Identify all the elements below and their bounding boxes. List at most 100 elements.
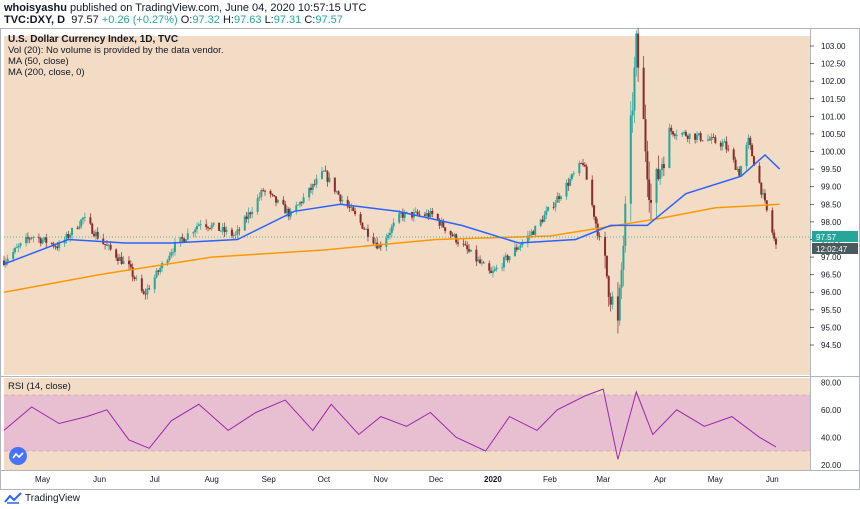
rsi-tick-label: 40.00 — [821, 433, 842, 442]
candle-body — [339, 194, 342, 202]
candle-body — [45, 237, 48, 243]
candle-body — [517, 247, 520, 250]
candle-body — [429, 210, 432, 218]
time-tick-label: Jun — [766, 475, 779, 484]
candle-body — [181, 237, 184, 239]
candle-body — [569, 179, 572, 186]
candle-body — [572, 173, 575, 175]
candle-body — [594, 216, 597, 224]
legend-ma50[interactable]: MA (50, close) — [8, 56, 69, 67]
candle-body — [650, 199, 653, 203]
legend-ma200[interactable]: MA (200, close, 0) — [8, 67, 85, 78]
candle-body — [504, 255, 507, 258]
candle-body — [56, 246, 59, 249]
candle-body — [668, 127, 671, 169]
candle-body — [83, 217, 86, 219]
candle-body — [479, 259, 482, 264]
candle-body — [159, 268, 162, 272]
rsi-tick-label: 80.00 — [821, 378, 842, 387]
candle-body — [377, 245, 380, 249]
time-axis[interactable]: May Jun Jul Aug Sep Oct Nov Dec 2020 Feb Mar Apr May… — [35, 475, 779, 484]
candle-body — [686, 135, 689, 139]
last-price-tag — [812, 231, 858, 243]
candle-body — [583, 164, 586, 167]
candle-body — [322, 170, 325, 172]
candle-body — [534, 225, 537, 235]
price-tick-label: 102.00 — [821, 77, 846, 86]
price-tick-label: 96.50 — [821, 271, 842, 280]
candle-body — [457, 242, 460, 244]
candle-body — [675, 134, 678, 136]
candle-body — [207, 227, 210, 229]
candle-body — [251, 211, 254, 215]
candle-body — [427, 213, 430, 218]
candle-body — [582, 163, 584, 165]
candle-body — [712, 137, 715, 138]
candle-body — [297, 204, 300, 206]
candle-body — [578, 162, 581, 174]
candle-body — [596, 223, 599, 236]
candle-body — [771, 210, 774, 233]
candle-body — [740, 166, 743, 176]
price-scale[interactable]: 103.00 102.50 102.00 101.50 101.00 100.50 100.… — [810, 42, 846, 350]
candle-body — [721, 142, 724, 147]
high-value: 97.63 — [233, 14, 262, 26]
candle-body — [168, 255, 171, 261]
candle-body — [436, 213, 439, 220]
candle-body — [273, 195, 276, 197]
candle-body — [648, 179, 651, 200]
candle-body — [197, 224, 200, 227]
low-value: 97.31 — [273, 14, 302, 26]
candle-body — [320, 171, 323, 179]
legend-rsi[interactable]: RSI (14, close) — [8, 381, 71, 392]
candle-body — [361, 222, 364, 229]
candle-body — [133, 276, 136, 280]
candle-body — [736, 168, 739, 170]
candle-body — [39, 238, 42, 244]
candle-body — [629, 115, 632, 204]
countdown-tag — [812, 243, 858, 255]
candle-body — [37, 237, 40, 239]
candle-body — [205, 224, 208, 228]
candle-body — [719, 142, 722, 147]
candle-body — [256, 198, 259, 212]
candle-body — [401, 212, 404, 218]
candle-body — [745, 144, 748, 167]
candle-body — [414, 211, 417, 213]
chart-canvas[interactable]: 103.00 102.50 102.00 101.50 101.00 100.50 100.… — [0, 28, 860, 490]
candle-body — [605, 255, 608, 277]
author-name[interactable]: whoisyashu — [4, 2, 67, 14]
candle-body — [127, 260, 130, 265]
candle-body — [502, 257, 505, 268]
rsi-band — [4, 395, 810, 451]
candle-body — [365, 228, 368, 230]
candle-body — [633, 67, 636, 111]
candle-body — [444, 227, 447, 231]
open-label: O: — [180, 14, 193, 26]
candle-body — [324, 170, 327, 172]
ma50-line — [3, 153, 781, 265]
candle-body — [611, 296, 614, 305]
price-tick-label: 101.00 — [821, 112, 846, 121]
candle-body — [315, 178, 318, 185]
candle-body — [346, 199, 349, 207]
candle-body — [495, 267, 498, 270]
candle-body — [405, 211, 408, 213]
candle-body — [245, 216, 248, 220]
candle-body — [464, 244, 467, 246]
rsi-tick-label: 60.00 — [821, 406, 842, 415]
candle-body — [363, 228, 366, 230]
candle-body — [50, 242, 53, 244]
candle-body — [723, 141, 726, 143]
candle-body — [449, 230, 452, 235]
candle-body — [385, 238, 388, 247]
rsi-scale[interactable]: 80.00 60.00 40.00 20.00 — [821, 378, 842, 470]
candle-body — [341, 199, 344, 202]
footer-brand[interactable]: TradingView — [25, 492, 81, 504]
candle-body — [17, 245, 20, 248]
candle-body — [107, 244, 110, 246]
price-tick-label: 99.00 — [821, 183, 842, 192]
candle-body — [93, 233, 96, 237]
candle-body — [508, 256, 511, 261]
close-value: 97.57 — [315, 14, 343, 26]
